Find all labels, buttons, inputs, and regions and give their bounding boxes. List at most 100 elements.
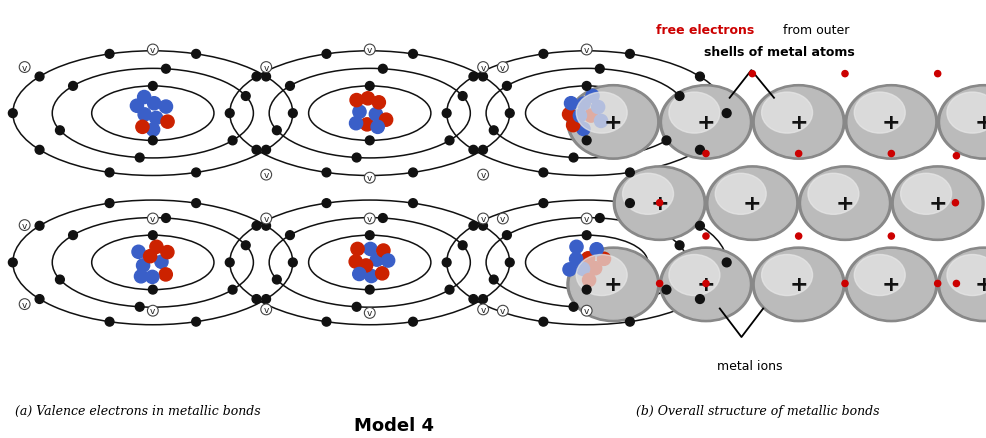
Text: +: +	[882, 113, 900, 133]
Circle shape	[148, 97, 161, 110]
Circle shape	[585, 110, 598, 123]
Circle shape	[953, 153, 959, 159]
Circle shape	[888, 151, 894, 157]
Text: +: +	[929, 194, 947, 214]
Circle shape	[408, 50, 417, 59]
Circle shape	[723, 258, 731, 267]
Circle shape	[366, 82, 374, 91]
Ellipse shape	[755, 250, 842, 319]
Text: v: v	[480, 305, 486, 314]
Text: v: v	[150, 46, 156, 55]
Circle shape	[149, 286, 157, 294]
Circle shape	[252, 222, 261, 231]
Circle shape	[469, 73, 478, 82]
Circle shape	[569, 154, 578, 162]
Circle shape	[226, 110, 234, 118]
Ellipse shape	[755, 88, 842, 157]
Circle shape	[9, 110, 17, 118]
Ellipse shape	[941, 250, 986, 319]
Circle shape	[150, 240, 163, 254]
Circle shape	[503, 82, 512, 91]
Circle shape	[376, 267, 388, 280]
Ellipse shape	[891, 166, 984, 241]
Circle shape	[162, 214, 171, 223]
Circle shape	[353, 268, 366, 281]
Ellipse shape	[752, 85, 845, 160]
Ellipse shape	[900, 174, 951, 215]
Ellipse shape	[894, 169, 981, 238]
Ellipse shape	[761, 255, 812, 296]
Circle shape	[272, 127, 281, 135]
Circle shape	[252, 73, 261, 82]
Circle shape	[657, 200, 663, 206]
Circle shape	[322, 199, 331, 208]
Circle shape	[55, 276, 64, 284]
Circle shape	[380, 114, 392, 127]
Text: metal ions: metal ions	[717, 359, 782, 372]
Circle shape	[191, 50, 200, 59]
Circle shape	[135, 303, 144, 311]
Ellipse shape	[941, 88, 986, 157]
Text: v: v	[263, 305, 269, 314]
Circle shape	[361, 119, 374, 132]
Circle shape	[155, 256, 168, 269]
Text: v: v	[367, 174, 373, 183]
Circle shape	[445, 286, 454, 294]
Circle shape	[625, 199, 634, 208]
Circle shape	[371, 121, 385, 134]
Text: +: +	[604, 275, 622, 295]
Circle shape	[360, 259, 373, 272]
Circle shape	[242, 241, 250, 250]
Circle shape	[582, 252, 595, 265]
Circle shape	[625, 50, 634, 59]
Circle shape	[953, 281, 959, 287]
Circle shape	[134, 270, 148, 283]
Ellipse shape	[854, 93, 905, 134]
Text: +: +	[743, 194, 761, 214]
Ellipse shape	[845, 85, 938, 160]
Ellipse shape	[567, 85, 660, 160]
Circle shape	[935, 71, 941, 78]
Ellipse shape	[938, 85, 986, 160]
Circle shape	[377, 244, 390, 258]
Circle shape	[132, 246, 145, 259]
Circle shape	[261, 295, 270, 304]
Text: v: v	[584, 215, 590, 223]
Circle shape	[349, 117, 363, 131]
Circle shape	[106, 169, 114, 177]
Circle shape	[577, 123, 590, 136]
Ellipse shape	[570, 250, 657, 319]
Circle shape	[373, 96, 386, 110]
Circle shape	[361, 92, 375, 106]
Circle shape	[191, 318, 200, 326]
Circle shape	[408, 169, 417, 177]
Circle shape	[935, 281, 941, 287]
Circle shape	[586, 90, 599, 103]
Text: +: +	[697, 275, 715, 295]
Circle shape	[130, 100, 144, 113]
Circle shape	[443, 110, 451, 118]
Circle shape	[349, 255, 362, 268]
Circle shape	[289, 110, 297, 118]
Circle shape	[723, 110, 731, 118]
Circle shape	[625, 318, 634, 326]
Text: +: +	[975, 113, 986, 133]
Text: v: v	[367, 46, 373, 55]
Circle shape	[489, 127, 498, 135]
Circle shape	[69, 231, 78, 240]
Circle shape	[136, 121, 149, 134]
Circle shape	[539, 50, 548, 59]
Circle shape	[289, 258, 297, 267]
Circle shape	[443, 258, 451, 267]
Circle shape	[106, 50, 114, 59]
Text: +: +	[651, 194, 669, 214]
Text: v: v	[480, 64, 486, 72]
Ellipse shape	[669, 255, 720, 296]
Circle shape	[625, 169, 634, 177]
Circle shape	[136, 259, 150, 272]
Circle shape	[366, 286, 374, 294]
Ellipse shape	[761, 93, 812, 134]
Circle shape	[364, 243, 377, 256]
Circle shape	[506, 110, 514, 118]
Text: v: v	[150, 215, 156, 223]
